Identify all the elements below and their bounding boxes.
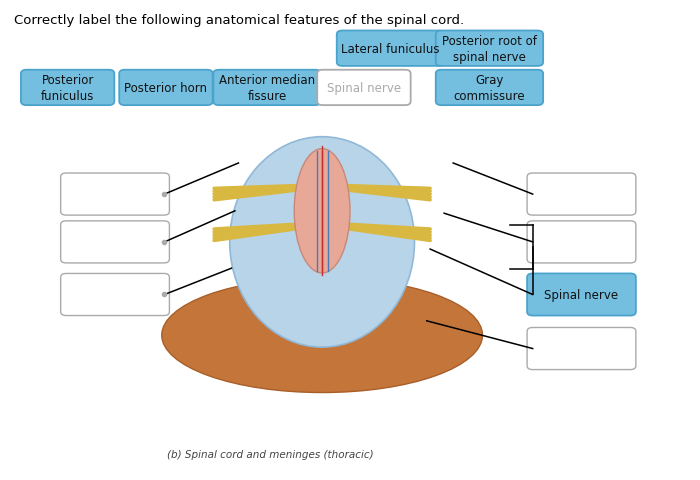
Text: Posterior root of
spinal nerve: Posterior root of spinal nerve xyxy=(442,35,537,63)
Text: Anterior median
fissure: Anterior median fissure xyxy=(219,74,315,103)
FancyBboxPatch shape xyxy=(527,174,636,216)
FancyBboxPatch shape xyxy=(61,174,169,216)
Text: Spinal nerve: Spinal nerve xyxy=(545,288,619,301)
FancyBboxPatch shape xyxy=(214,71,321,106)
FancyBboxPatch shape xyxy=(337,32,444,67)
Text: Spinal nerve: Spinal nerve xyxy=(327,82,401,95)
FancyBboxPatch shape xyxy=(61,274,169,316)
Text: Posterior horn: Posterior horn xyxy=(125,82,207,95)
Text: Posterior
funiculus: Posterior funiculus xyxy=(41,74,94,103)
Text: Correctly label the following anatomical features of the spinal cord.: Correctly label the following anatomical… xyxy=(14,14,464,27)
FancyBboxPatch shape xyxy=(436,32,543,67)
Ellipse shape xyxy=(294,149,350,274)
Ellipse shape xyxy=(230,137,414,348)
FancyBboxPatch shape xyxy=(317,71,411,106)
FancyBboxPatch shape xyxy=(119,71,213,106)
FancyBboxPatch shape xyxy=(527,274,636,316)
FancyBboxPatch shape xyxy=(527,221,636,264)
FancyBboxPatch shape xyxy=(21,71,114,106)
FancyBboxPatch shape xyxy=(527,328,636,370)
FancyBboxPatch shape xyxy=(61,221,169,264)
Text: (b) Spinal cord and meninges (thoracic): (b) Spinal cord and meninges (thoracic) xyxy=(167,450,373,459)
Text: Gray
commissure: Gray commissure xyxy=(454,74,525,103)
Text: Lateral funiculus: Lateral funiculus xyxy=(341,43,440,56)
Ellipse shape xyxy=(162,278,482,393)
FancyBboxPatch shape xyxy=(436,71,543,106)
